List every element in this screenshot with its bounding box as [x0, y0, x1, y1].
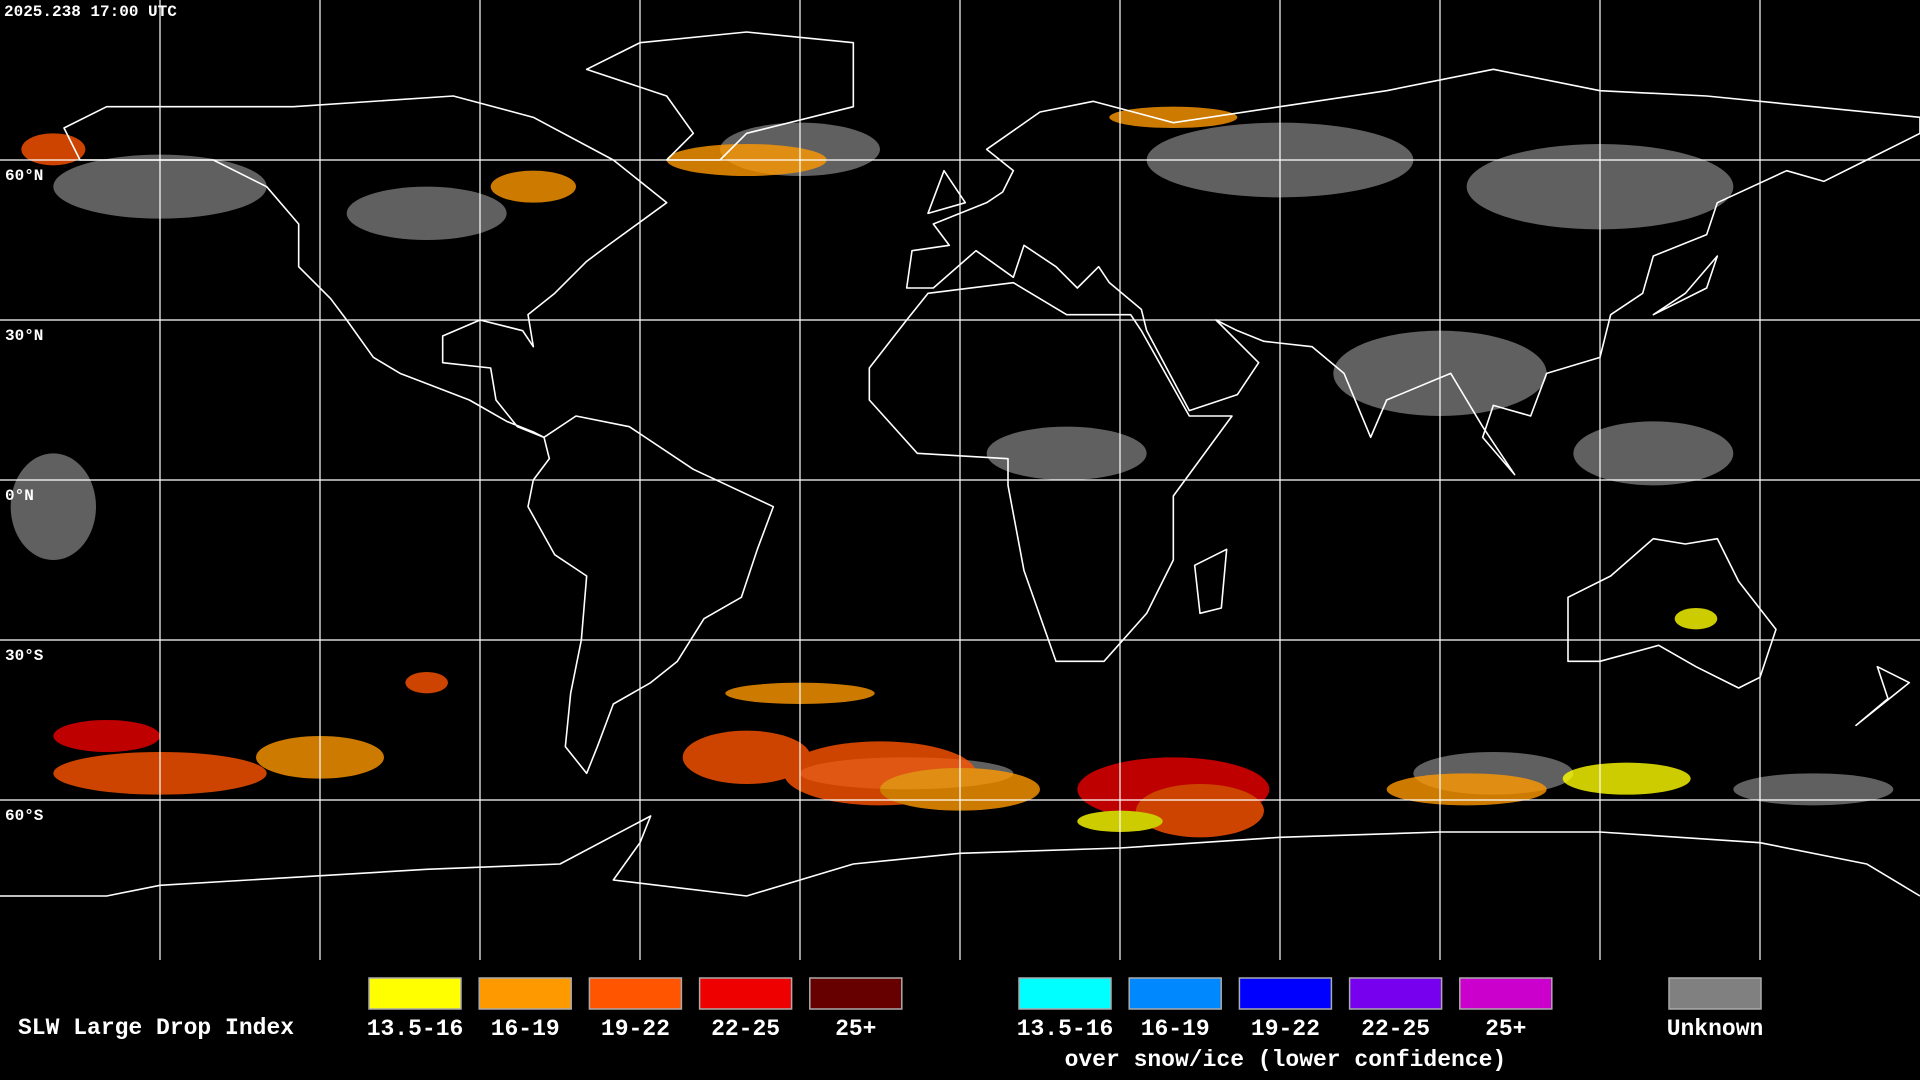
legend-caption: over snow/ice (lower confidence)	[1065, 1047, 1507, 1073]
legend-label: 25+	[1485, 1016, 1526, 1042]
latitude-label: 30°S	[5, 647, 44, 665]
legend-label: 19-22	[1251, 1016, 1320, 1042]
legend-title: SLW Large Drop Index	[18, 1015, 294, 1041]
legend-swatch	[698, 977, 793, 1010]
legend-swatch	[588, 977, 683, 1010]
graticule: 60°N 30°N 0°N 30°S 60°S	[0, 0, 1920, 960]
legend-swatch	[1238, 977, 1333, 1010]
legend-label: 19-22	[601, 1016, 670, 1042]
legend-label: 22-25	[1361, 1016, 1430, 1042]
legend-swatch	[1348, 977, 1443, 1010]
legend-label: 13.5-16	[1017, 1016, 1114, 1042]
legend-label: 25+	[835, 1016, 876, 1042]
legend-swatch	[368, 977, 462, 1010]
legend-label: 16-19	[1141, 1016, 1210, 1042]
latitude-label: 0°N	[5, 487, 34, 505]
legend-swatch	[1018, 977, 1112, 1010]
legend-label: Unknown	[1667, 1016, 1764, 1042]
legend-swatch	[1668, 977, 1762, 1010]
legend-label: 22-25	[711, 1016, 780, 1042]
legend-panel	[0, 960, 1920, 1080]
latitude-label: 60°S	[5, 807, 44, 825]
legend-swatch	[1459, 977, 1553, 1010]
latitude-label: 60°N	[5, 167, 43, 185]
legend-label: 13.5-16	[367, 1016, 464, 1042]
legend-swatch	[809, 977, 903, 1010]
legend-swatch	[1128, 977, 1222, 1010]
cloud-imagery	[10, 106, 1894, 838]
legend: 13.5-16 16-19 19-22 22-25 25+ 13.5-16 16-19 19-…	[367, 977, 1764, 1073]
legend-swatch	[478, 977, 572, 1010]
timestamp: 2025.238 17:00 UTC	[4, 3, 177, 21]
latitude-label: 30°N	[5, 327, 43, 345]
legend-label: 16-19	[491, 1016, 560, 1042]
